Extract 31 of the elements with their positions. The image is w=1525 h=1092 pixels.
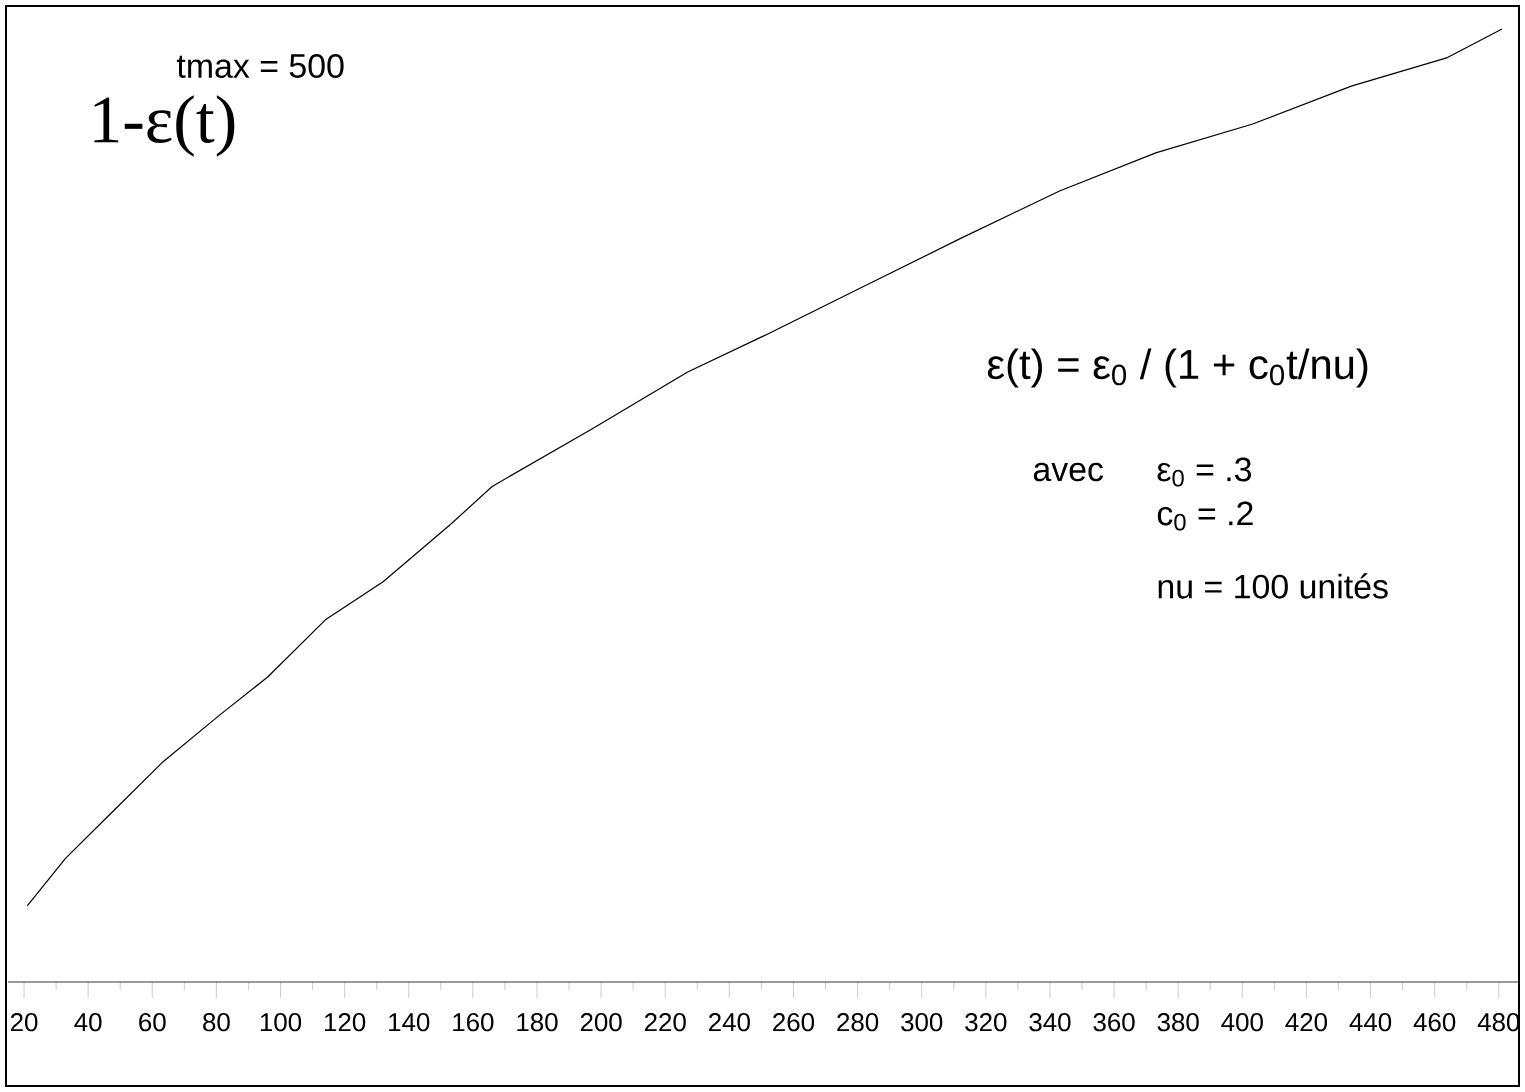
x-tick-label: 140	[389, 1013, 430, 1032]
x-tick-label: 260	[773, 1013, 815, 1032]
x-tick-label: 200	[580, 1013, 622, 1032]
x-tick-label: 340	[1029, 1013, 1071, 1032]
x-tick-label: 100	[260, 1013, 302, 1032]
x-tick-label: 400	[1221, 1013, 1263, 1032]
x-tick-label: 20	[10, 1013, 38, 1032]
x-tick-label: 300	[901, 1013, 943, 1032]
x-tick-label: 360	[1093, 1013, 1135, 1032]
x-tick-label: 180	[517, 1013, 558, 1032]
x-tick-label: 420	[1285, 1013, 1328, 1032]
x-tick-label: 120	[324, 1013, 366, 1032]
annotation: nu = 100 unités	[1158, 573, 1388, 599]
x-tick-label: 480	[1477, 1013, 1520, 1032]
x-tick-label: 80	[203, 1013, 230, 1032]
x-tick-label: 460	[1413, 1013, 1456, 1032]
x-tick-label: 40	[74, 1013, 102, 1032]
x-tick-label: 280	[837, 1013, 879, 1032]
annotation: ε(t) = ε$_{0}$ / (1 + c$_{0}$t/nu)	[987, 348, 1368, 388]
annotation: avec	[1033, 462, 1104, 482]
y-axis-title: 1-ε(t)	[94, 95, 235, 157]
x-tick-label: 320	[965, 1013, 1007, 1032]
x-tick-label: 380	[1157, 1013, 1199, 1032]
annotation: tmax = 500	[176, 53, 344, 78]
x-tick-label: 220	[644, 1013, 686, 1032]
x-tick-label: 160	[453, 1013, 494, 1032]
x-tick-label: 440	[1349, 1013, 1392, 1032]
annotation: c$_{0}$ = .2	[1157, 501, 1253, 531]
x-tick-label: 240	[709, 1013, 750, 1032]
x-tick-label: 60	[139, 1013, 166, 1032]
annotation: ε$_{0}$ = .3	[1157, 457, 1252, 487]
